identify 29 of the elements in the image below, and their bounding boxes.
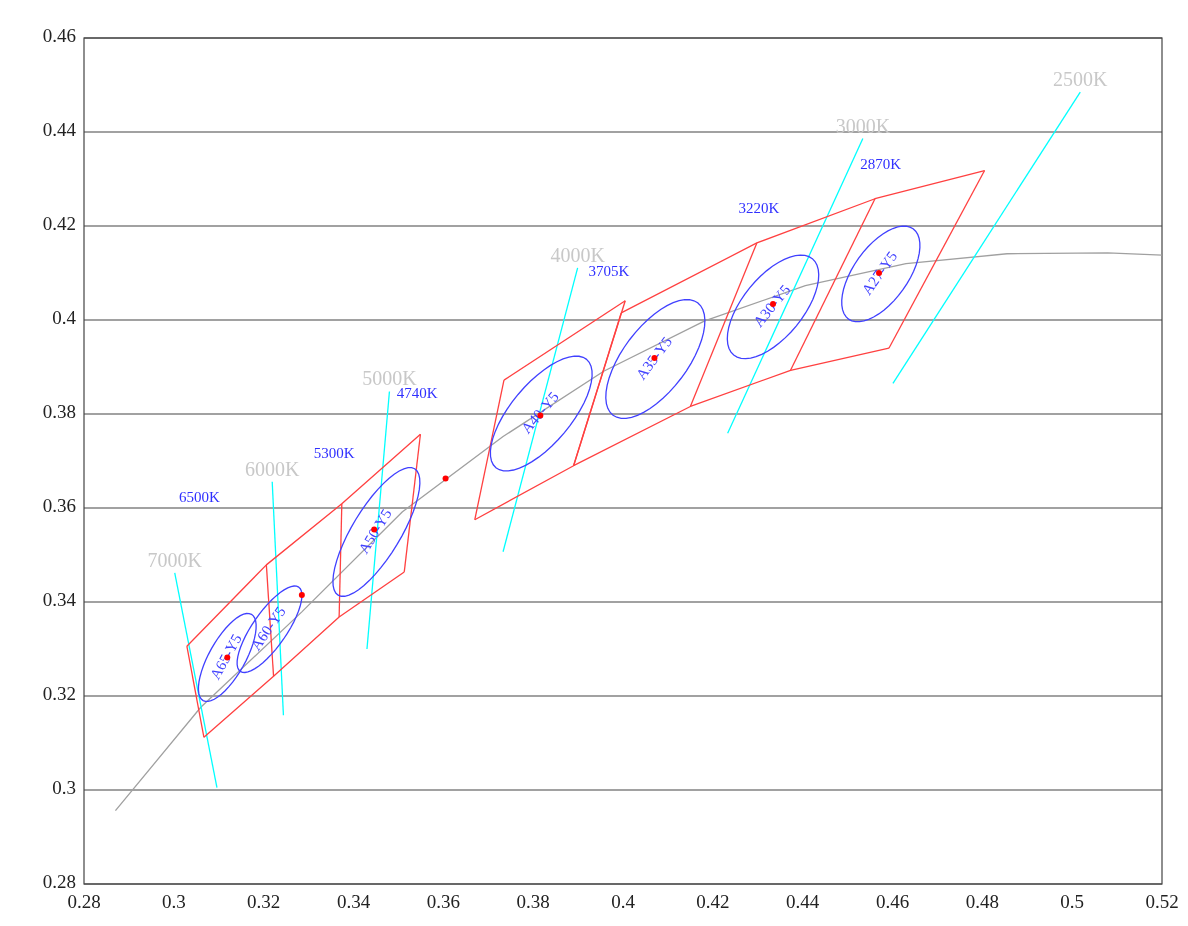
x-tick-label: 0.4 xyxy=(611,891,636,912)
y-tick-label: 0.38 xyxy=(42,401,76,423)
y-tick-label: 0.34 xyxy=(42,589,77,611)
annotation: 4740K xyxy=(396,385,438,402)
x-tick-label: 0.52 xyxy=(1145,891,1179,912)
annotation: 5300K xyxy=(313,444,355,461)
annotation: 2870K xyxy=(860,156,902,173)
y-tick-label: 0.46 xyxy=(42,25,76,47)
y-tick-label: 0.28 xyxy=(42,871,76,893)
y-tick-label: 0.42 xyxy=(42,213,76,235)
y-tick-label: 0.44 xyxy=(42,119,77,141)
y-tick-label: 0.32 xyxy=(42,683,76,705)
y-tick-label: 0.36 xyxy=(42,495,76,517)
x-tick-label: 0.3 xyxy=(161,891,186,912)
x-tick-label: 0.38 xyxy=(516,891,550,912)
x-tick-label: 0.5 xyxy=(1060,891,1085,912)
x-tick-label: 0.28 xyxy=(67,891,101,912)
annotation: 6500K xyxy=(178,488,220,505)
y-tick-label: 0.3 xyxy=(52,777,76,799)
x-tick-label: 0.32 xyxy=(247,891,281,912)
annotation: 3705K xyxy=(588,262,630,279)
y-tick-label: 0.4 xyxy=(52,307,77,329)
x-tick-label: 0.34 xyxy=(336,891,371,912)
x-tick-label: 0.36 xyxy=(426,891,460,912)
x-tick-label: 0.44 xyxy=(786,891,820,912)
x-tick-label: 0.48 xyxy=(965,891,999,912)
x-tick-label: 0.42 xyxy=(696,891,730,912)
annotation: 3220K xyxy=(738,200,780,217)
x-tick-label: 0.46 xyxy=(875,891,910,912)
